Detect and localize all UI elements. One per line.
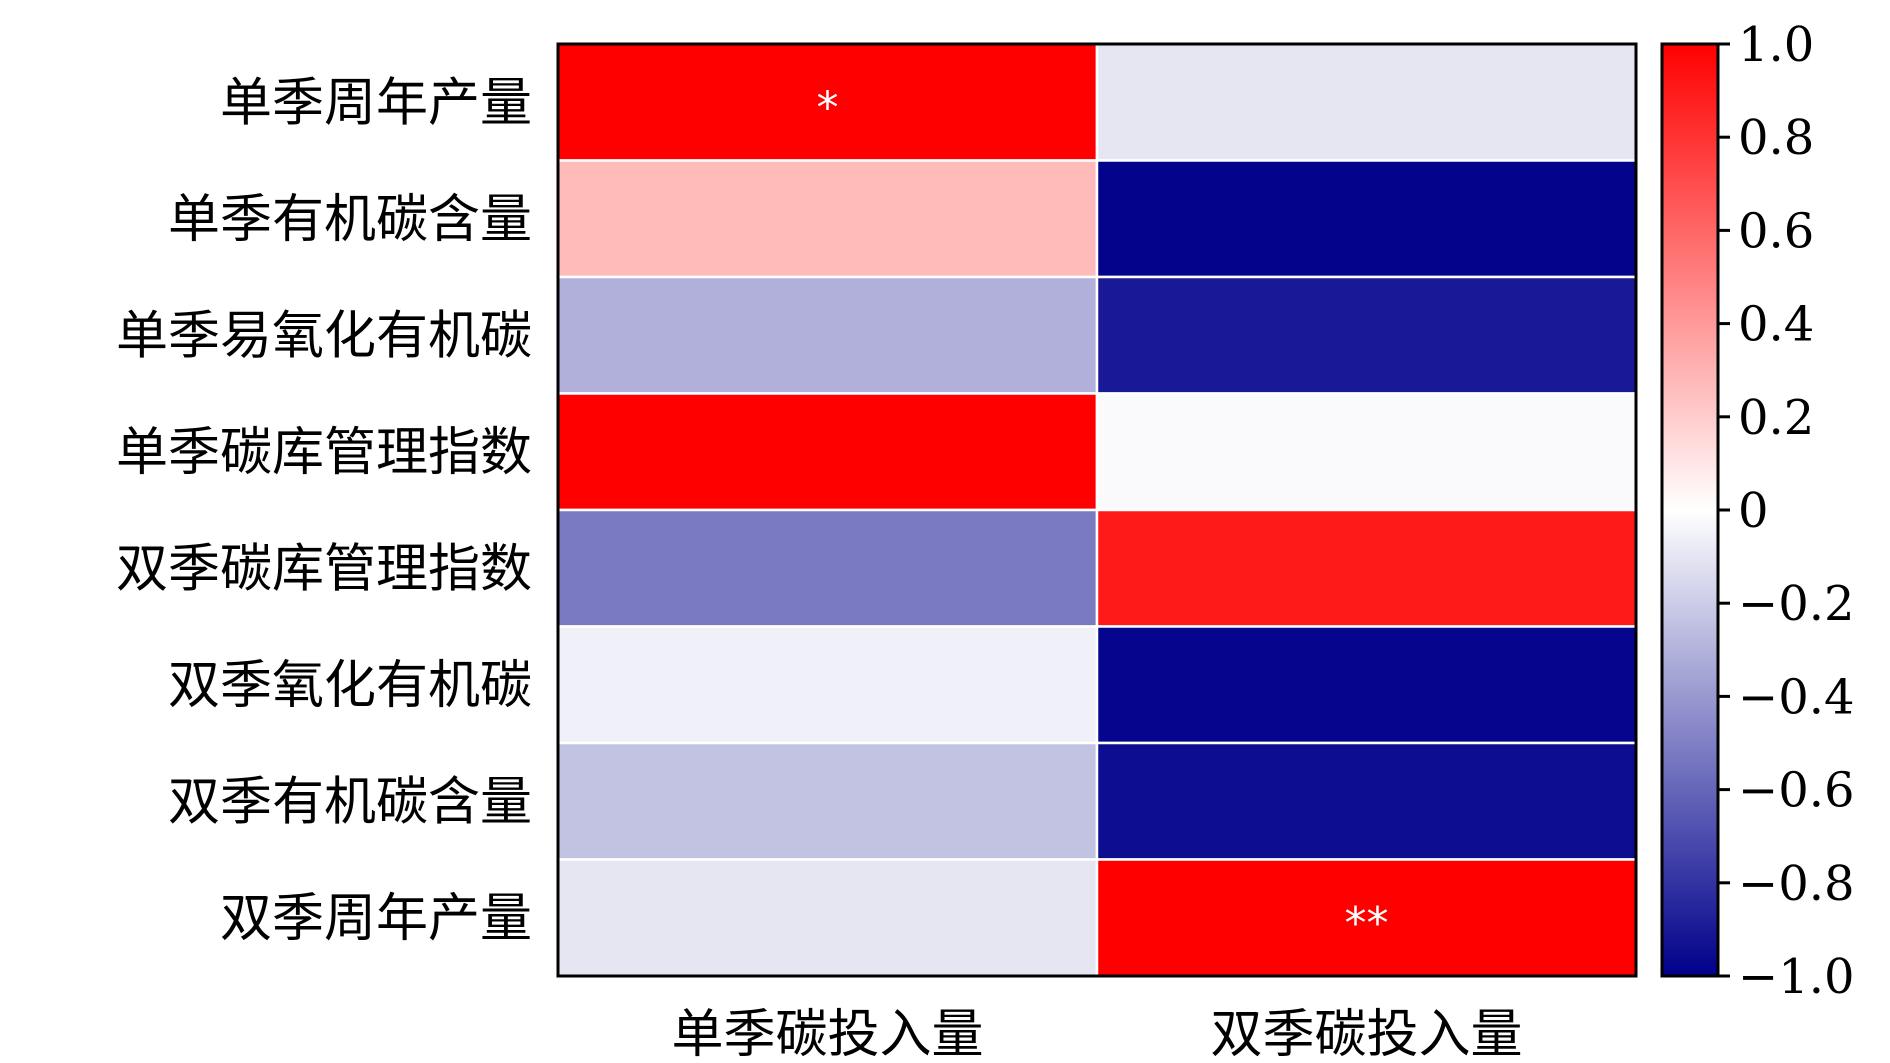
heatmap-cell-r2-c1 — [1095, 275, 1638, 395]
row-label-5: 双季氧化有机碳 — [168, 656, 532, 716]
row-label-4: 双季碳库管理指数 — [116, 539, 532, 599]
significance-mark-r7-c1: ** — [1345, 898, 1389, 949]
heatmap-cell-r2-c0 — [556, 275, 1099, 395]
significance-mark-r0-c0: * — [817, 82, 839, 133]
row-label-0: 单季周年产量 — [220, 73, 532, 133]
heatmap-cell-r0-c0 — [556, 42, 1099, 162]
colorbar-tick-label-3: 0.4 — [1738, 297, 1814, 353]
row-label-1: 单季有机碳含量 — [168, 190, 532, 250]
heatmap-cells — [556, 42, 1638, 978]
colorbar-ticks: 1.0 0.8 0.6 0.4 0.2 0 −0.2 −0.4 −0.6 −0.8 −1.0 — [1718, 17, 1855, 1005]
colorbar-gradient — [1660, 42, 1720, 978]
row-label-7: 双季周年产量 — [220, 889, 532, 949]
colorbar-tick-label-5: 0 — [1738, 483, 1769, 539]
colorbar-tick-label-6: −0.2 — [1738, 576, 1855, 632]
heatmap-cell-r7-c1 — [1095, 858, 1638, 978]
row-label-3: 单季碳库管理指数 — [116, 423, 532, 483]
colorbar-tick-label-1: 0.8 — [1738, 110, 1814, 166]
column-label-0: 单季碳投入量 — [671, 1005, 983, 1063]
heatmap-cell-r6-c1 — [1095, 741, 1638, 861]
colorbar: 1.0 0.8 0.6 0.4 0.2 0 −0.2 −0.4 −0.6 −0.8 −1.0 — [1660, 17, 1855, 1005]
colorbar-tick-label-7: −0.4 — [1738, 669, 1855, 725]
heatmap-cell-r1-c0 — [556, 159, 1099, 279]
heatmap-cell-r1-c1 — [1095, 159, 1638, 279]
heatmap-cell-r3-c1 — [1095, 392, 1638, 512]
heatmap-cell-r5-c1 — [1095, 625, 1638, 745]
row-labels: 单季周年产量单季有机碳含量单季易氧化有机碳单季碳库管理指数双季碳库管理指数双季氧… — [116, 73, 532, 949]
heatmap-cell-r5-c0 — [556, 625, 1099, 745]
row-label-2: 单季易氧化有机碳 — [116, 306, 532, 366]
significance-annotations: *** — [817, 82, 1389, 949]
heatmap-cell-r3-c0 — [556, 392, 1099, 512]
heatmap-cell-r0-c1 — [1095, 42, 1638, 162]
heatmap-cell-r6-c0 — [556, 741, 1099, 861]
column-labels: 单季碳投入量 双季碳投入量 — [671, 1005, 1522, 1063]
heatmap-cell-r4-c0 — [556, 508, 1099, 628]
colorbar-tick-label-9: −0.8 — [1738, 856, 1855, 912]
heatmap-cell-r4-c1 — [1095, 508, 1638, 628]
colorbar-tick-label-10: −1.0 — [1738, 949, 1855, 1005]
colorbar-tick-label-2: 0.6 — [1738, 203, 1814, 259]
column-label-1: 双季碳投入量 — [1210, 1005, 1522, 1063]
plot-frame — [556, 42, 1638, 978]
heatmap-cell-r7-c0 — [556, 858, 1099, 978]
colorbar-tick-label-4: 0.2 — [1738, 390, 1814, 446]
colorbar-tick-label-8: −0.6 — [1738, 763, 1855, 819]
row-label-6: 双季有机碳含量 — [168, 772, 532, 832]
colorbar-tick-label-0: 1.0 — [1738, 17, 1814, 73]
